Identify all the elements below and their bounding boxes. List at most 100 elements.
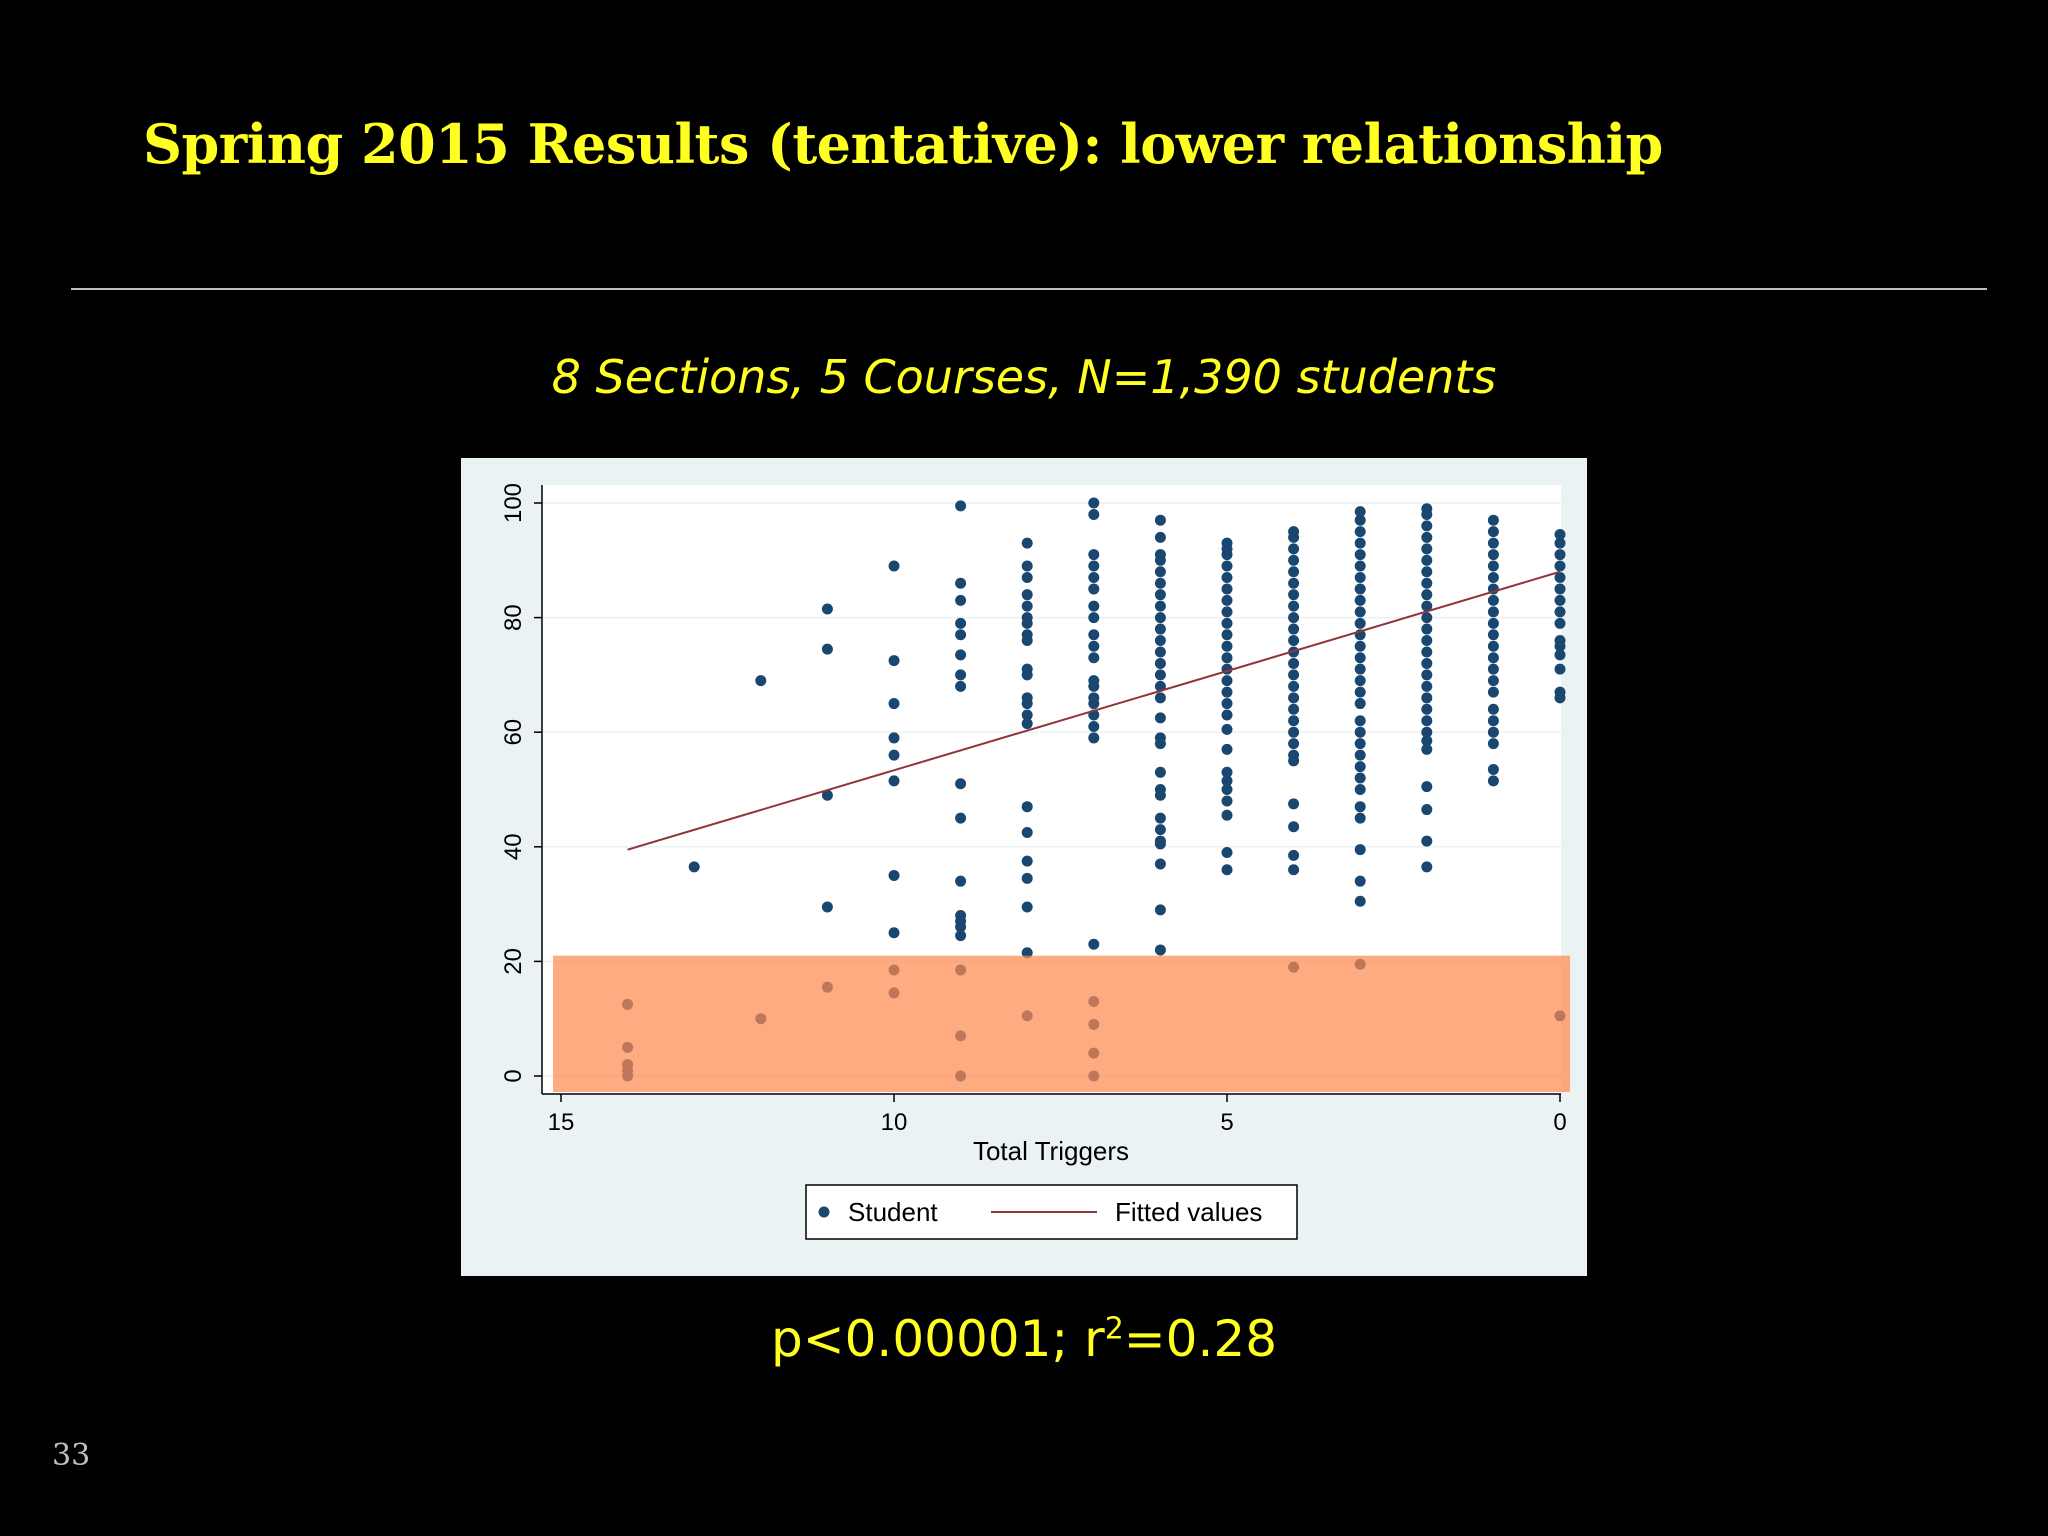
- stats-suffix: =0.28: [1123, 1310, 1278, 1368]
- data-point: [1288, 703, 1300, 715]
- data-point: [1088, 497, 1100, 509]
- data-point: [1288, 612, 1300, 624]
- data-point: [1154, 766, 1166, 778]
- fitted-line-group: [627, 570, 1561, 851]
- data-point: [1354, 652, 1366, 664]
- data-point: [1154, 858, 1166, 870]
- data-point: [1354, 738, 1366, 750]
- data-point: [1221, 709, 1233, 721]
- data-point: [1354, 560, 1366, 572]
- data-point: [1288, 600, 1300, 612]
- stats-superscript: 2: [1104, 1311, 1124, 1347]
- stats-line: p<0.00001; r2=0.28: [0, 1310, 2048, 1368]
- data-point: [1088, 571, 1100, 583]
- data-point: [1288, 715, 1300, 727]
- data-point: [888, 869, 900, 881]
- data-point: [1554, 640, 1566, 652]
- data-point: [1288, 738, 1300, 750]
- data-point: [1421, 543, 1433, 555]
- data-point: [1487, 514, 1499, 526]
- data-point: [1154, 944, 1166, 956]
- data-point: [888, 560, 900, 572]
- data-point: [1487, 715, 1499, 727]
- fitted-line: [627, 570, 1561, 851]
- data-point: [1554, 692, 1566, 704]
- data-point: [1354, 761, 1366, 773]
- data-point: [1288, 635, 1300, 647]
- data-point: [821, 643, 833, 655]
- data-point: [1421, 600, 1433, 612]
- data-point: [1354, 772, 1366, 784]
- data-point: [1554, 663, 1566, 675]
- data-point: [955, 921, 967, 933]
- data-point: [1021, 600, 1033, 612]
- data-point: [1354, 594, 1366, 606]
- data-point: [1154, 612, 1166, 624]
- data-point: [1354, 895, 1366, 907]
- data-point: [1221, 675, 1233, 687]
- data-point: [955, 875, 967, 887]
- data-point: [1154, 589, 1166, 601]
- data-point: [1421, 735, 1433, 747]
- data-point: [1487, 606, 1499, 618]
- data-point: [1354, 675, 1366, 687]
- data-point: [1154, 514, 1166, 526]
- data-point: [1487, 726, 1499, 738]
- title-divider: [71, 288, 1987, 290]
- data-point: [755, 675, 767, 687]
- data-point: [1154, 623, 1166, 635]
- data-point: [1421, 726, 1433, 738]
- data-point: [1221, 560, 1233, 572]
- data-point: [1554, 594, 1566, 606]
- data-point: [955, 778, 967, 790]
- data-point: [1154, 657, 1166, 669]
- data-point: [888, 655, 900, 667]
- data-point: [1421, 680, 1433, 692]
- data-point: [1288, 566, 1300, 578]
- data-point: [1221, 606, 1233, 618]
- data-point: [1021, 571, 1033, 583]
- data-point: [1154, 600, 1166, 612]
- data-point: [821, 603, 833, 615]
- data-point: [1288, 849, 1300, 861]
- data-point: [1354, 715, 1366, 727]
- data-point: [1354, 583, 1366, 595]
- data-point: [1421, 589, 1433, 601]
- data-point: [1421, 692, 1433, 704]
- data-point: [1421, 804, 1433, 816]
- slide-title: Spring 2015 Results (tentative): lower r…: [143, 112, 1663, 176]
- data-point: [1021, 669, 1033, 681]
- chart-legend: Student Fitted values: [805, 1184, 1298, 1240]
- data-point: [1088, 600, 1100, 612]
- data-point: [955, 812, 967, 824]
- data-point: [1487, 629, 1499, 641]
- data-point: [888, 927, 900, 939]
- highlight-band: [553, 955, 1570, 1092]
- data-point: [1221, 723, 1233, 735]
- data-point: [1088, 938, 1100, 950]
- data-point: [1487, 526, 1499, 538]
- data-point: [1354, 640, 1366, 652]
- data-point: [1421, 781, 1433, 793]
- data-point: [1088, 720, 1100, 732]
- data-point: [1288, 589, 1300, 601]
- data-point: [1154, 646, 1166, 658]
- data-point: [1354, 526, 1366, 538]
- data-point: [1221, 594, 1233, 606]
- data-point: [1421, 635, 1433, 647]
- data-point: [1221, 864, 1233, 876]
- data-point: [1421, 861, 1433, 873]
- stats-prefix: p<0.00001; r: [770, 1310, 1105, 1368]
- data-point: [1354, 749, 1366, 761]
- data-point: [1421, 531, 1433, 543]
- y-tick-label: 100: [500, 483, 527, 523]
- data-point: [1487, 675, 1499, 687]
- data-point: [1221, 652, 1233, 664]
- highlight-band-group: [553, 955, 1570, 1092]
- data-point: [1221, 629, 1233, 641]
- data-point: [1088, 629, 1100, 641]
- x-axis-label: Total Triggers: [973, 1136, 1129, 1166]
- data-point: [1021, 718, 1033, 730]
- data-point: [1288, 531, 1300, 543]
- data-point: [1487, 617, 1499, 629]
